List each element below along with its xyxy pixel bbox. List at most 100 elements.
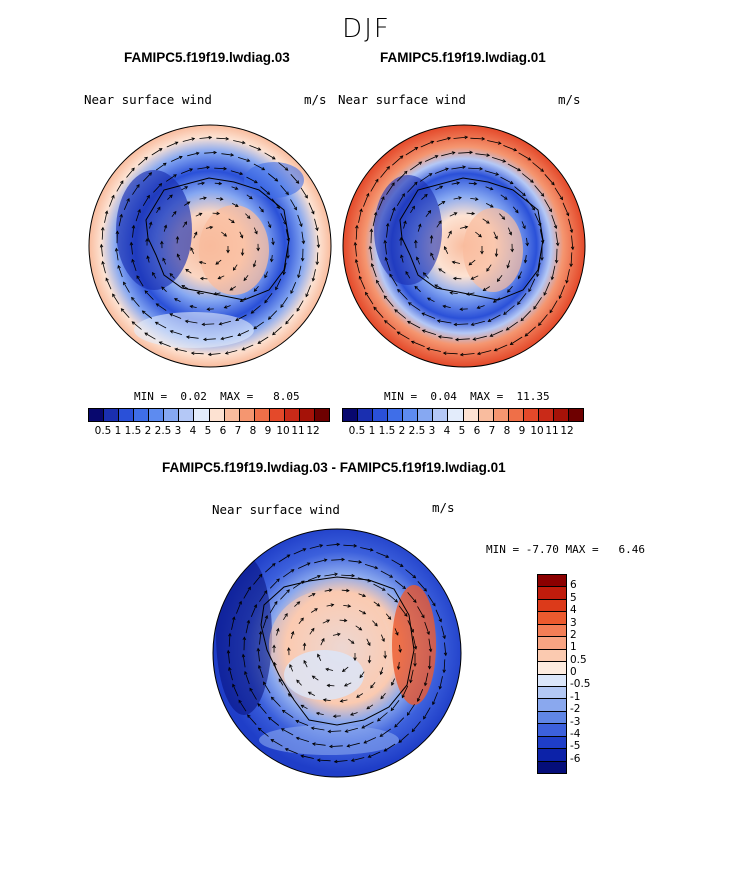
wind-vector [295,720,309,726]
wind-vector [435,609,442,622]
wind-vector [570,252,573,267]
wind-vector-head [258,630,263,635]
wind-vector [144,290,154,300]
wind-vector [408,302,421,311]
wind-vector [161,286,167,292]
wind-vector-head [300,617,304,622]
wind-vector [283,613,288,621]
wind-vector-head [148,221,153,226]
wind-vector-head [344,729,349,733]
colorbar-swatch [433,409,449,421]
wind-vector-head [304,194,308,199]
colorbar-swatch [538,711,566,725]
wind-vector [298,617,304,625]
wind-vector [507,227,512,235]
wind-vector-head [362,593,367,598]
wind-vector [202,323,215,325]
wind-vector [344,682,352,687]
wind-vector [221,335,233,340]
wind-vector-head [449,291,454,295]
wind-vector [245,620,250,634]
colorbar-swatch [538,587,566,600]
wind-vector-head [326,619,331,623]
wind-vector-head [343,618,348,623]
wind-vector-head [272,331,276,336]
wind-vector [272,326,282,336]
wind-vector [311,727,325,731]
wind-vector [317,654,322,661]
wind-vector-head [353,657,357,662]
wind-vector [414,286,421,292]
wind-vector [156,206,161,214]
wind-vector [370,179,379,192]
wind-vector [269,601,278,614]
wind-vector-head [379,671,384,676]
wind-vector [403,220,406,229]
wind-vector-head [326,683,331,688]
wind-vector [385,257,391,272]
wind-vector-head [117,264,121,269]
wind-vector-head [459,352,464,357]
wind-vector-head [434,155,439,159]
wind-vector-head [217,275,222,280]
wind-vector [264,292,273,304]
wind-vector [389,207,395,222]
wind-vector [555,231,559,246]
wind-vector [524,255,527,263]
colorbar-swatch [388,409,404,421]
wind-vector-head [550,276,555,281]
wind-vector-head [293,206,297,211]
wind-vector [380,570,393,578]
wind-vector [265,563,276,573]
colorbar-swatch [119,409,135,421]
wind-vector-head [486,220,490,224]
wind-vector-head [438,618,442,623]
wind-vector [359,610,366,615]
wind-vector-head [495,172,500,176]
wind-vector-head [129,241,134,246]
wind-vector-head [347,604,352,608]
wind-vector [518,152,531,161]
wind-vector-head [443,246,448,250]
wind-vector [363,737,377,744]
wind-vector [376,552,389,558]
colorbar-tick-label: 3 [174,425,182,437]
wind-vector-head [538,222,542,227]
wind-vector-head [238,699,242,704]
wind-vector-head [356,694,360,698]
wind-vector [280,589,290,600]
wind-vector [399,644,401,653]
wind-vector-head [285,320,289,325]
wind-vector-head [430,252,434,257]
wind-vector-head [264,299,268,304]
wind-vector [303,643,306,651]
wind-vector [441,625,446,639]
wind-vector-head [492,299,497,303]
wind-vector-head [123,281,127,286]
wind-vector-head [176,253,181,258]
wind-vector-head [404,613,408,617]
wind-vector [438,336,453,339]
wind-vector [283,262,287,275]
wind-vector-head [199,276,204,281]
wind-vector [105,278,112,290]
wind-vector-head [230,153,235,157]
wind-vector [267,221,271,228]
wind-vector [326,543,340,546]
wind-vector-head [334,572,338,577]
wind-vector-head [368,245,373,250]
colorbar-swatch [209,409,225,421]
wind-vector [312,675,319,681]
wind-vector [435,185,443,191]
wind-vector [195,213,202,217]
wind-vector [238,699,247,712]
wind-vector-head [314,608,318,612]
wind-vector-head [306,562,311,566]
diff-panel-variable-label: Near surface wind [212,502,340,517]
wind-vector-head [380,695,384,700]
wind-vector [296,737,310,742]
wind-vector [332,633,341,636]
wind-vector-head [406,320,411,325]
wind-vector-head [367,578,372,583]
wind-vector [112,293,120,305]
